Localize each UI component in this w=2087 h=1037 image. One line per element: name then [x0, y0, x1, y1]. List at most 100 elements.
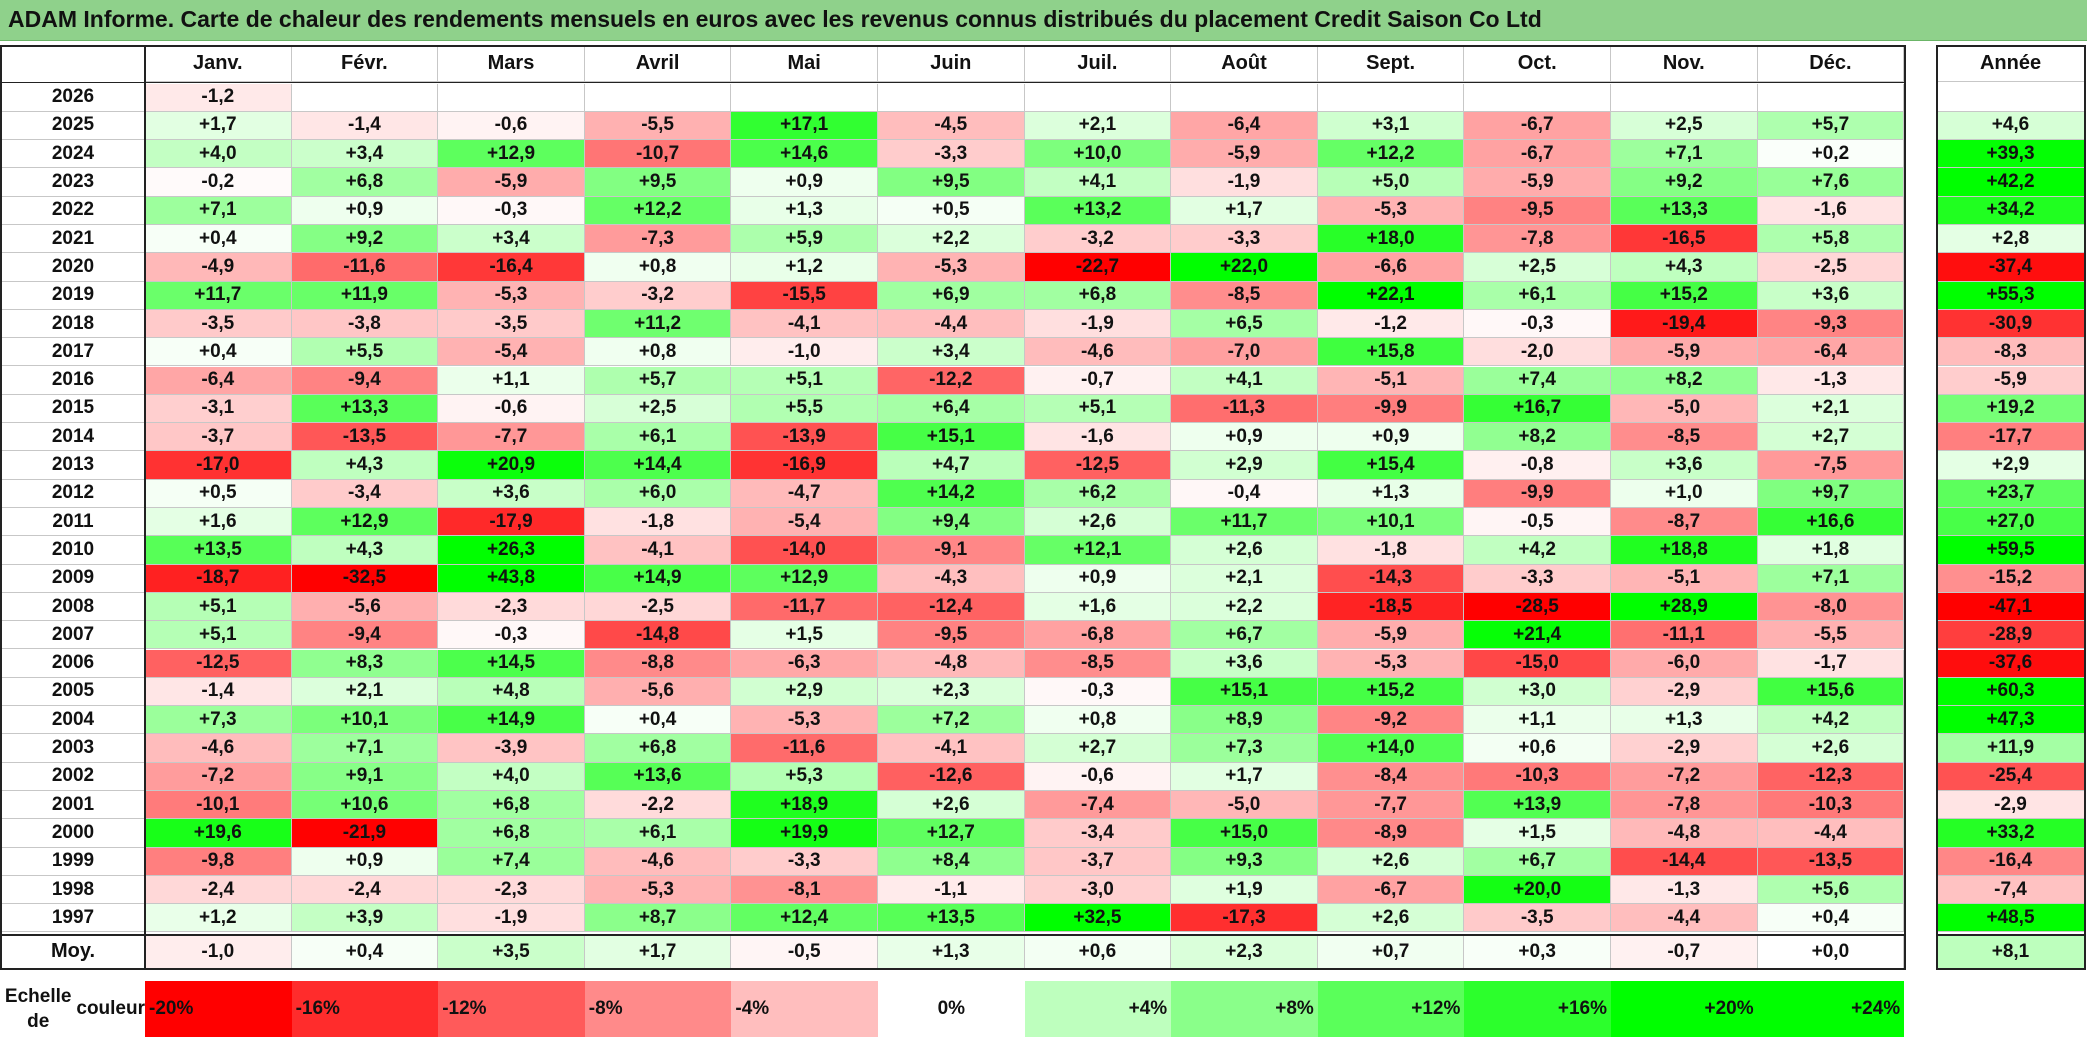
heatmap-cell: +14,9 — [438, 706, 585, 735]
heatmap-cell: -9,1 — [878, 536, 1025, 565]
heatmap-cell: +5,1 — [1024, 394, 1172, 424]
heatmap-cell: +0,4 — [1757, 904, 1905, 933]
average-cell: -0,7 — [1611, 935, 1758, 969]
row-year-label: 1997 — [2, 904, 145, 933]
heatmap-cell: +14,5 — [438, 649, 585, 678]
row-year-label: 2023 — [2, 168, 145, 197]
row-year-label: 2002 — [2, 762, 145, 791]
heatmap-cell: +1,7 — [1171, 762, 1318, 791]
heatmap-cell: +6,1 — [1464, 281, 1611, 310]
heatmap-cell: +7,2 — [878, 706, 1025, 735]
heatmap-cell: -2,5 — [584, 592, 732, 622]
annual-cell: -15,2 — [1937, 564, 2085, 593]
heatmap-cell: -5,6 — [291, 592, 439, 622]
heatmap-cell: -4,4 — [878, 309, 1025, 339]
annual-cell: +4,6 — [1937, 111, 2085, 141]
heatmap-cell: -0,6 — [1024, 762, 1172, 791]
heatmap-cell: +4,1 — [1171, 366, 1318, 395]
heatmap-cell: -3,2 — [1024, 225, 1172, 254]
heatmap-cell: -12,4 — [878, 592, 1025, 622]
row-year-label: 2022 — [2, 196, 145, 225]
column-header: Févr. — [291, 45, 439, 82]
heatmap-cell: +22,1 — [1317, 281, 1465, 310]
heatmap-cell: -4,6 — [584, 847, 732, 876]
heatmap-cell: -5,9 — [438, 168, 585, 197]
heatmap-cell: -0,3 — [1024, 677, 1172, 707]
annual-cell: -8,3 — [1937, 338, 2085, 367]
heatmap-cell: -5,9 — [1171, 140, 1318, 169]
average-cell: +3,5 — [438, 935, 585, 969]
heatmap-cell: -6,0 — [1611, 649, 1758, 678]
heatmap-cell: -10,7 — [584, 140, 732, 169]
heatmap-cell: -2,9 — [1611, 677, 1758, 707]
annual-cell: +47,3 — [1937, 706, 2085, 735]
annual-cell: +39,3 — [1937, 140, 2085, 169]
row-year-label: 2026 — [2, 83, 145, 112]
heatmap-cell: +10,0 — [1024, 140, 1172, 169]
heatmap-cell: +0,5 — [878, 196, 1025, 225]
heatmap-cell: -3,5 — [1464, 904, 1611, 933]
heatmap-cell: +21,4 — [1464, 621, 1611, 650]
heatmap-cell: +4,3 — [291, 451, 439, 480]
heatmap-cell: +18,9 — [731, 791, 878, 820]
heatmap-cell: +5,8 — [1757, 225, 1905, 254]
heatmap-cell: -3,5 — [438, 309, 585, 339]
heatmap-cell: -4,5 — [878, 111, 1025, 141]
heatmap-cell: +12,9 — [438, 140, 585, 169]
heatmap-cell: +28,9 — [1611, 592, 1758, 622]
heatmap-cell: +1,5 — [1464, 819, 1611, 848]
row-year-label: 2015 — [2, 394, 145, 424]
annual-cell: -28,9 — [1937, 621, 2085, 650]
heatmap-cell: +4,1 — [1024, 168, 1172, 197]
annual-cell: +60,3 — [1937, 677, 2085, 707]
heatmap-cell: -0,7 — [1024, 366, 1172, 395]
heatmap-cell: -9,8 — [145, 847, 292, 876]
heatmap-cell: +5,6 — [1757, 875, 1905, 905]
heatmap-cell: -3,4 — [1024, 819, 1172, 848]
heatmap-cell: +1,0 — [1611, 479, 1758, 508]
heatmap-cell: -17,0 — [145, 451, 292, 480]
heatmap-cell: +11,7 — [1171, 508, 1318, 537]
heatmap-cell: -15,5 — [731, 281, 878, 310]
heatmap-cell: +9,5 — [878, 168, 1025, 197]
heatmap-cell: -2,0 — [1464, 338, 1611, 367]
row-year-label: 1999 — [2, 847, 145, 876]
heatmap-cell: +2,2 — [1171, 592, 1318, 622]
heatmap-cell: +0,5 — [145, 479, 292, 508]
heatmap-cell: -10,1 — [145, 791, 292, 820]
heatmap-cell: -8,4 — [1317, 762, 1465, 791]
heatmap-cell: +6,1 — [584, 423, 732, 452]
heatmap-cell: -1,0 — [731, 338, 878, 367]
average-cell: +0,6 — [1024, 935, 1172, 969]
heatmap-cell: +0,6 — [1464, 734, 1611, 763]
heatmap-cell: +22,0 — [1171, 253, 1318, 282]
heatmap-cell: +18,8 — [1611, 536, 1758, 565]
heatmap-cell: -9,9 — [1464, 479, 1611, 508]
heatmap-cell: -6,6 — [1317, 253, 1465, 282]
heatmap-cell — [731, 83, 878, 112]
heatmap-cell: +1,1 — [438, 366, 585, 395]
heatmap-cell: +12,7 — [878, 819, 1025, 848]
heatmap-cell: -6,4 — [1757, 338, 1905, 367]
annual-cell: -16,4 — [1937, 847, 2085, 876]
color-scale-stop: 0% — [878, 981, 1025, 1037]
heatmap-cell: +8,4 — [878, 847, 1025, 876]
heatmap-cell: -9,9 — [1317, 394, 1465, 424]
heatmap-cell: +3,9 — [291, 904, 439, 933]
heatmap-cell: +16,6 — [1757, 508, 1905, 537]
heatmap-cell: -1,3 — [1757, 366, 1905, 395]
heatmap-cell: -4,1 — [878, 734, 1025, 763]
heatmap-cell: -6,4 — [145, 366, 292, 395]
heatmap-cell: -8,5 — [1171, 281, 1318, 310]
heatmap-cell: -6,4 — [1171, 111, 1318, 141]
heatmap-cell: -3,7 — [145, 423, 292, 452]
heatmap-cell: +15,1 — [878, 423, 1025, 452]
annual-cell — [1937, 83, 2085, 112]
row-year-label: 2012 — [2, 479, 145, 508]
heatmap-cell: +6,5 — [1171, 309, 1318, 339]
heatmap-cell: -11,1 — [1611, 621, 1758, 650]
color-scale-stop: -4% — [731, 981, 878, 1037]
heatmap-cell: +3,6 — [438, 479, 585, 508]
heatmap-cell: -8,5 — [1024, 649, 1172, 678]
heatmap-cell — [438, 83, 585, 112]
